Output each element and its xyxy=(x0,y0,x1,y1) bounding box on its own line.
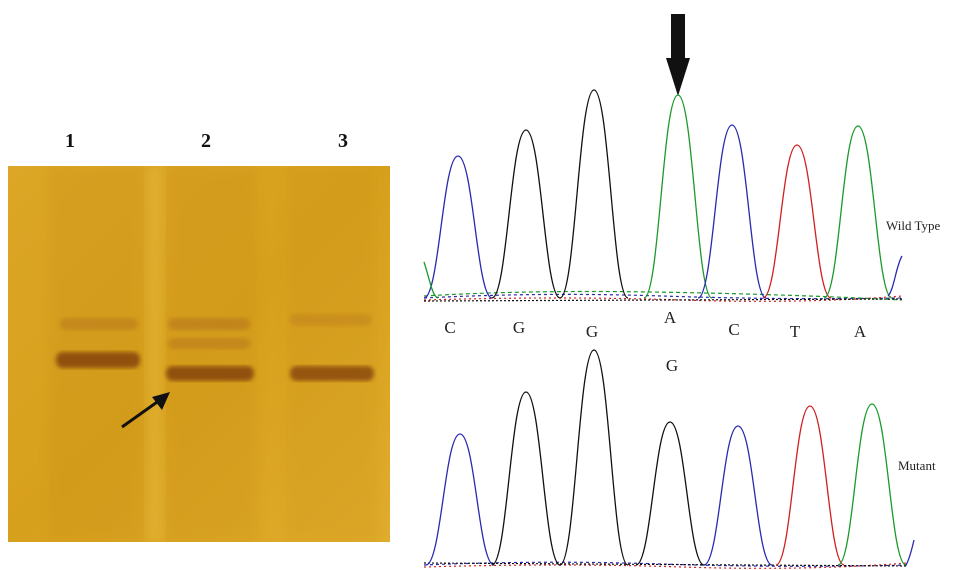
base-label-7: A xyxy=(853,322,867,341)
lane-label-2: 2 xyxy=(201,130,211,152)
base-label-4: A xyxy=(663,308,677,327)
lane-3-band xyxy=(290,366,374,381)
mutant-baseline xyxy=(423,561,909,569)
base-label-2: G xyxy=(512,318,526,337)
wild-type-peak-5 xyxy=(697,124,767,299)
wild-type-baseline xyxy=(423,290,903,302)
chromatogram xyxy=(423,14,915,569)
wild-type-label: Wild Type xyxy=(886,218,941,233)
wild-type-peak-7 xyxy=(823,125,893,299)
lane-1-faint-band xyxy=(60,318,138,330)
lane-2-faint-band-upper xyxy=(168,318,250,330)
mutant-peak-2 xyxy=(491,391,561,566)
mutant-tail-right xyxy=(905,539,915,566)
gel-image xyxy=(8,166,390,542)
mutant-peak-6 xyxy=(775,405,845,566)
mutant-peak-7 xyxy=(837,403,907,566)
mutant-base-label: G xyxy=(665,356,679,375)
wild-type-peak-6 xyxy=(762,144,832,299)
wild-type-peak-2 xyxy=(491,129,561,299)
wild-type-tail-right xyxy=(887,255,903,297)
mutation-arrow-icon xyxy=(666,14,690,96)
mutant-peak-1 xyxy=(425,433,495,566)
base-label-1: C xyxy=(444,318,456,337)
base-label-3: G xyxy=(585,322,599,341)
mutant-peak-5 xyxy=(703,425,773,566)
band-arrow-icon xyxy=(121,392,170,429)
wild-type-peak-4 xyxy=(643,94,713,299)
base-label-5: C xyxy=(728,320,740,339)
lane-label-3: 3 xyxy=(338,130,348,152)
wild-type-peak-3 xyxy=(559,89,629,299)
mutant-peak-3 xyxy=(559,349,629,566)
wild-type-trace xyxy=(423,89,903,299)
lane-2-band xyxy=(166,366,254,381)
base-label-6: T xyxy=(789,322,801,341)
mutant-label: Mutant xyxy=(898,458,936,473)
wild-type-peak-1 xyxy=(423,155,493,299)
wild-type-tail-left xyxy=(423,261,439,299)
lane-3-faint-band xyxy=(290,314,372,326)
lane-2-faint-band-lower xyxy=(168,338,250,349)
lane-1-band xyxy=(56,352,140,368)
lane-label-1: 1 xyxy=(65,130,75,152)
mutant-trace xyxy=(425,349,915,566)
mutant-peak-4 xyxy=(635,421,705,566)
